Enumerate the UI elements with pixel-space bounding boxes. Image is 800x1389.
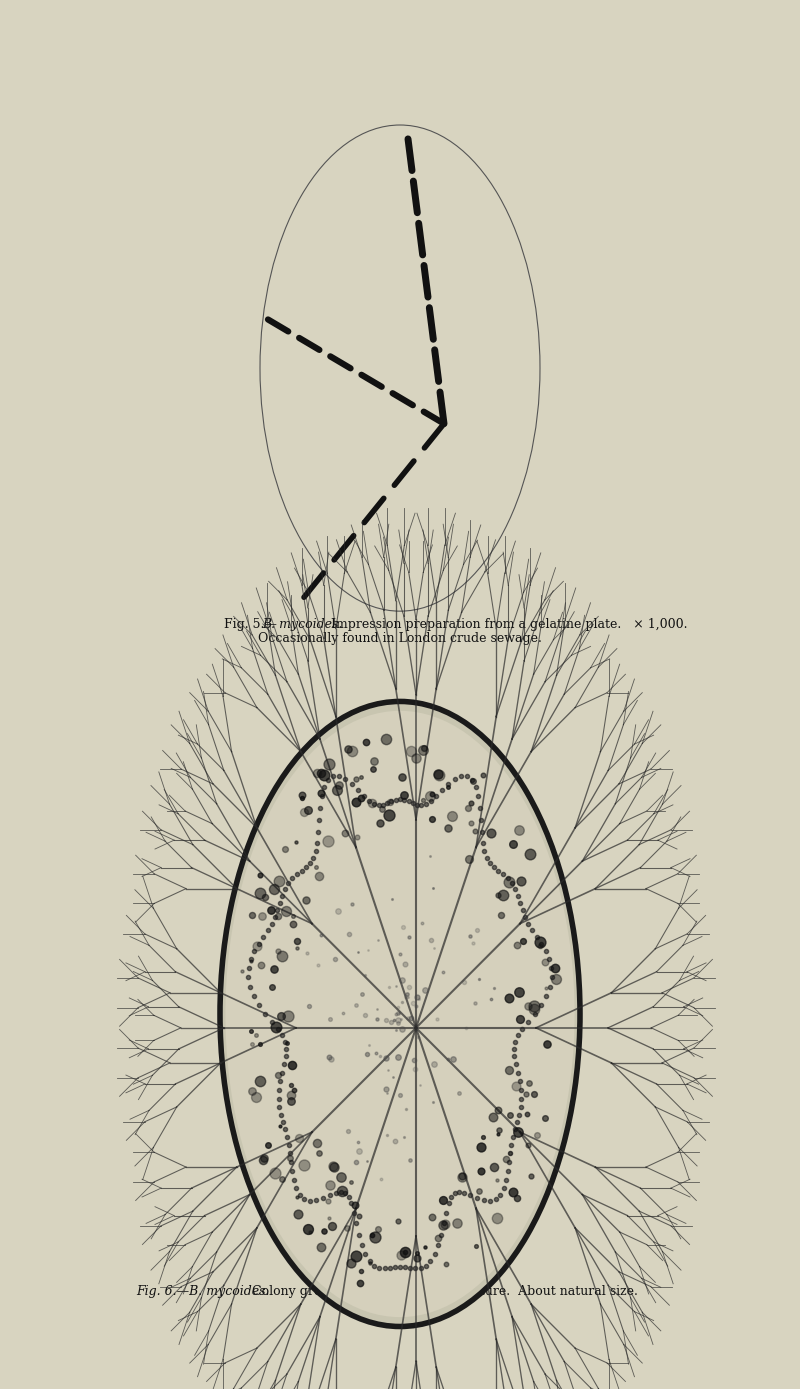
Text: Fig. 6.—B. mycoides.: Fig. 6.—B. mycoides. [136, 1285, 270, 1297]
Circle shape [220, 701, 580, 1326]
Text: B. mycoides.: B. mycoides. [262, 618, 342, 631]
Circle shape [226, 711, 574, 1317]
Text: Fig. 5.—: Fig. 5.— [224, 618, 277, 631]
Text: Colony growing in an agar plate culture.  About natural size.: Colony growing in an agar plate culture.… [244, 1285, 638, 1297]
Text: Impression preparation from a gelatine plate.   × 1,000.: Impression preparation from a gelatine p… [323, 618, 688, 631]
Text: Occasionally found in London crude sewage.: Occasionally found in London crude sewag… [258, 632, 542, 644]
